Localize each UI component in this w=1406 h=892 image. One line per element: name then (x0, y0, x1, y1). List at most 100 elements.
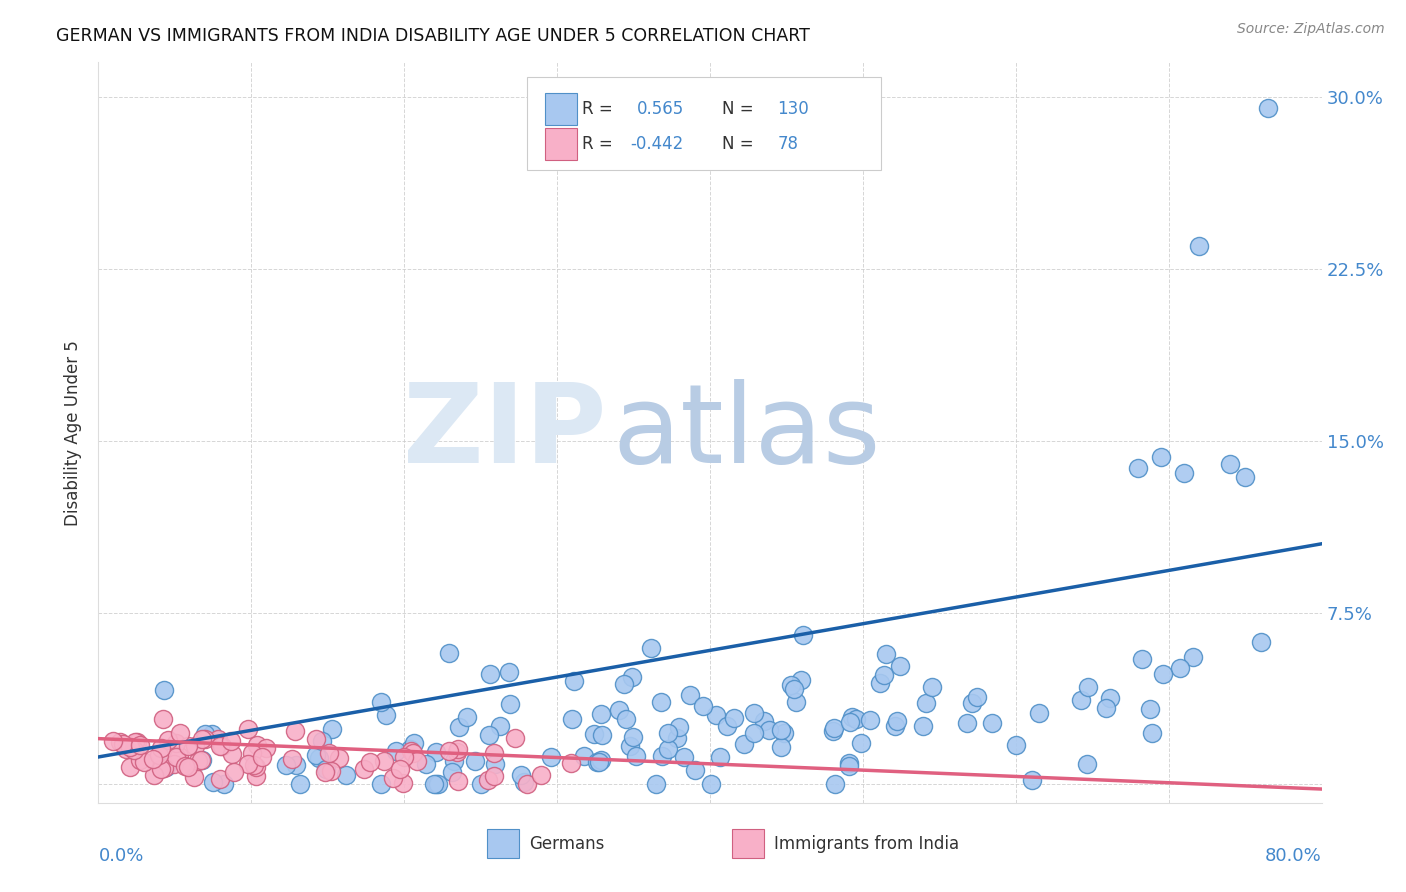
Point (838, 759, 860, 773)
Point (692, 698, 714, 713)
Point (884, 719, 907, 733)
Point (183, 770, 205, 784)
Point (685, 763, 707, 777)
Point (201, 774, 224, 789)
Point (328, 751, 350, 765)
Point (207, 731, 229, 746)
Point (607, 703, 630, 717)
Text: atlas: atlas (612, 379, 880, 486)
Point (157, 733, 180, 747)
Text: -0.442: -0.442 (630, 135, 683, 153)
Point (148, 748, 170, 763)
Point (321, 764, 343, 778)
Point (142, 752, 165, 766)
Point (222, 765, 245, 780)
Point (1028, 706, 1050, 720)
Point (477, 773, 499, 788)
Point (1130, 651, 1153, 665)
Point (574, 749, 596, 764)
Point (838, 756, 860, 771)
Point (425, 777, 447, 791)
Point (779, 678, 801, 692)
Point (405, 755, 427, 769)
Point (744, 726, 766, 740)
Text: 78: 78 (778, 135, 799, 153)
Point (392, 776, 415, 790)
Point (679, 688, 702, 702)
Point (619, 739, 641, 754)
Point (769, 723, 792, 737)
Point (723, 711, 745, 725)
Point (530, 768, 553, 782)
Point (873, 668, 896, 682)
Point (447, 773, 470, 788)
Point (960, 696, 983, 710)
Point (540, 750, 562, 764)
Point (709, 750, 731, 764)
Point (132, 756, 155, 770)
Point (184, 739, 207, 753)
Point (423, 777, 446, 791)
Point (399, 742, 422, 756)
Point (509, 767, 531, 781)
Point (190, 753, 212, 767)
Point (353, 763, 375, 777)
Point (163, 756, 186, 771)
Point (716, 719, 738, 733)
Point (488, 719, 510, 733)
Point (443, 754, 465, 768)
Text: N =: N = (723, 135, 754, 153)
Point (374, 707, 396, 722)
Point (425, 745, 447, 759)
Text: Immigrants from India: Immigrants from India (773, 835, 959, 854)
Point (498, 665, 520, 679)
Point (385, 744, 408, 758)
Point (478, 728, 501, 742)
Point (1070, 693, 1092, 707)
Point (150, 740, 173, 755)
Point (484, 756, 506, 771)
Point (311, 734, 333, 748)
Point (388, 762, 411, 776)
Point (221, 747, 243, 762)
FancyBboxPatch shape (546, 128, 576, 161)
Point (394, 749, 416, 764)
Point (1150, 450, 1173, 464)
Point (516, 777, 538, 791)
Point (614, 712, 637, 726)
Point (889, 658, 911, 673)
Point (382, 772, 405, 786)
Point (167, 748, 190, 763)
Point (789, 673, 811, 687)
Point (981, 716, 1004, 731)
Point (1094, 701, 1116, 715)
Point (284, 758, 307, 772)
Point (1099, 691, 1122, 706)
Point (446, 745, 468, 759)
Point (321, 722, 343, 736)
Point (209, 739, 232, 753)
Point (911, 719, 934, 733)
Point (1181, 650, 1204, 665)
Point (1173, 466, 1195, 480)
Text: N =: N = (723, 100, 754, 118)
Point (191, 731, 214, 746)
Point (783, 682, 806, 697)
Point (875, 647, 897, 661)
Text: R =: R = (582, 100, 617, 118)
Point (243, 757, 266, 772)
Point (886, 714, 908, 728)
Point (314, 764, 336, 779)
Point (370, 777, 392, 791)
Point (621, 731, 644, 745)
Point (236, 757, 259, 772)
FancyBboxPatch shape (546, 93, 576, 126)
Point (665, 731, 688, 745)
Point (657, 725, 679, 739)
Point (402, 736, 425, 750)
Point (479, 667, 502, 681)
Point (1128, 461, 1150, 475)
Point (399, 744, 422, 758)
Point (672, 750, 695, 764)
Point (921, 680, 943, 694)
